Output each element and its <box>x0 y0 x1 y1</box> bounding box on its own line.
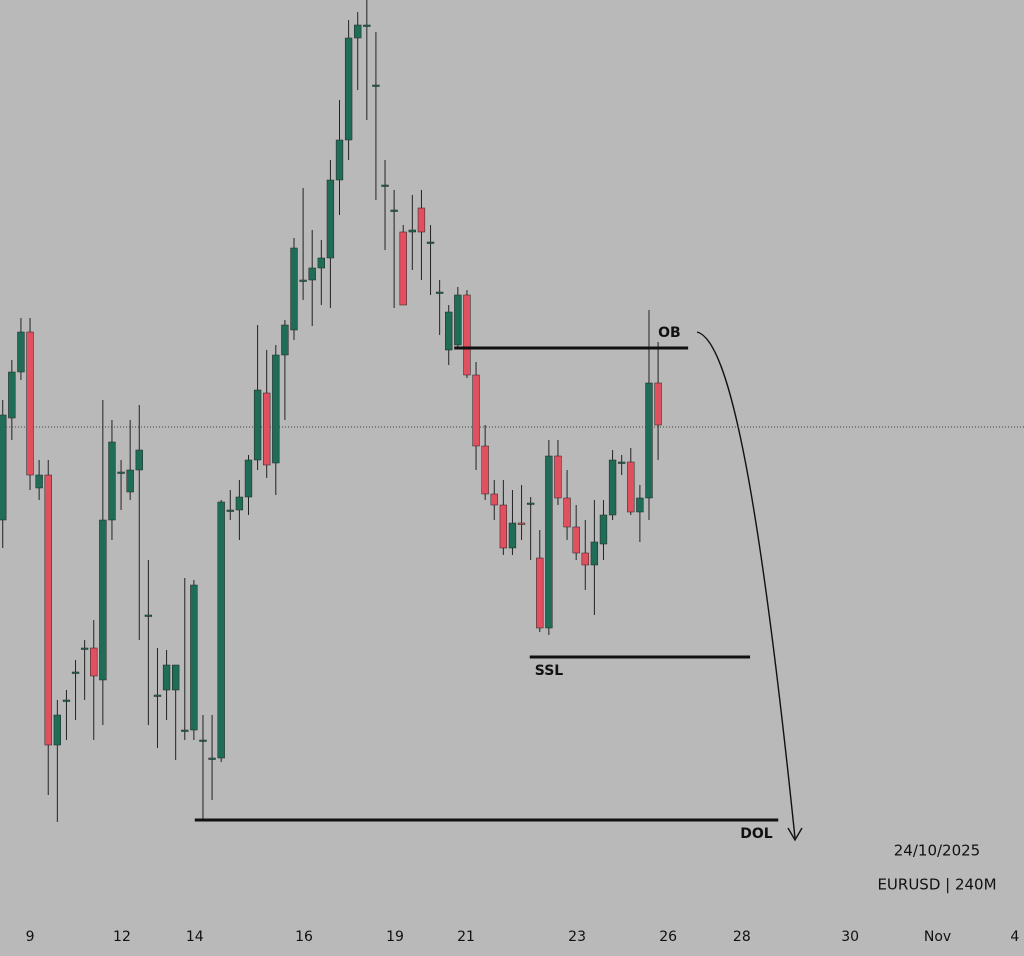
level-label: OB <box>658 325 681 341</box>
candle-body <box>426 241 435 244</box>
candle-body <box>80 647 89 650</box>
candle-body <box>17 331 25 373</box>
candle-body <box>599 514 608 545</box>
x-tick-label: 30 <box>841 929 859 945</box>
candle-body <box>344 37 353 141</box>
x-tick-label: Nov <box>924 929 951 945</box>
candle-body <box>208 757 216 760</box>
candle-body <box>172 664 180 691</box>
candle-body <box>62 699 71 702</box>
candle-body <box>508 522 517 549</box>
candle-body <box>263 392 271 466</box>
candle-body <box>272 354 280 464</box>
level-label: SSL <box>535 663 564 679</box>
candle-body <box>627 461 635 513</box>
level-label: DOL <box>740 826 773 842</box>
candle-body <box>290 247 298 331</box>
candle-body <box>435 291 444 294</box>
candle-body <box>53 714 62 746</box>
candle-body <box>354 24 362 39</box>
candle-body <box>445 311 453 351</box>
x-tick-label: 21 <box>457 929 475 945</box>
candle-body <box>481 445 489 495</box>
candle-body <box>526 502 535 505</box>
candle-body <box>253 389 262 461</box>
candle-body <box>645 382 653 499</box>
x-tick-label: 19 <box>386 929 404 945</box>
candle-body <box>563 497 571 528</box>
candle-body <box>608 459 617 516</box>
candle-body <box>326 179 335 259</box>
candle-body <box>517 522 526 525</box>
candle-body <box>99 519 107 681</box>
candle-body <box>244 459 253 498</box>
candle-body <box>153 694 162 697</box>
candle-body <box>472 374 480 447</box>
candle-body <box>581 552 589 566</box>
x-tick-label: 28 <box>733 929 751 945</box>
candle-body <box>44 474 52 746</box>
candle-body <box>335 139 344 181</box>
candle-body <box>8 371 16 419</box>
candle-body <box>490 493 498 506</box>
candle-body <box>181 729 189 732</box>
candle-body <box>26 331 34 476</box>
candle-body <box>454 294 462 346</box>
candle-body <box>636 497 644 513</box>
x-tick-label: 16 <box>295 929 313 945</box>
candle-body <box>144 614 153 617</box>
x-tick-label: 9 <box>26 929 35 945</box>
candle-body <box>417 207 426 233</box>
candle-body <box>408 229 416 233</box>
projection-arrow <box>696 331 796 839</box>
candle-body <box>590 541 599 566</box>
candle-body <box>117 471 125 474</box>
candle-body <box>199 739 207 742</box>
x-tick-label: 23 <box>568 929 586 945</box>
candle-body <box>381 184 389 187</box>
candle-body <box>536 557 544 629</box>
candle-body <box>308 267 316 281</box>
candle-body <box>281 324 289 356</box>
candle-body <box>372 84 380 87</box>
x-tick-label: 26 <box>659 929 677 945</box>
candle-body <box>90 647 98 677</box>
candle-body <box>299 279 307 282</box>
arrow-head <box>787 827 803 842</box>
candle-body <box>654 382 662 426</box>
candle-body <box>390 209 398 212</box>
candle-body <box>499 504 508 549</box>
candle-body <box>71 671 80 674</box>
x-tick-label: 14 <box>186 929 204 945</box>
candle-body <box>235 496 244 511</box>
symbol-label: EURUSD | 240M <box>877 876 996 894</box>
date-label: 24/10/2025 <box>894 842 980 860</box>
candle-body <box>35 474 43 489</box>
candle-body <box>463 294 471 376</box>
candle-body <box>217 501 225 759</box>
candle-body <box>190 584 198 731</box>
candle-body <box>126 469 134 493</box>
candle-body <box>399 231 407 306</box>
candle-body <box>554 455 562 499</box>
candle-body <box>363 24 371 27</box>
candle-body <box>572 526 580 554</box>
x-tick-label: 12 <box>113 929 131 945</box>
candle-body <box>0 414 7 521</box>
candle-body <box>618 461 626 464</box>
candle-body <box>226 509 234 512</box>
x-tick-label: 4 <box>1010 929 1019 945</box>
candle-body <box>162 664 171 691</box>
candle-body <box>108 441 116 521</box>
candle-body <box>317 257 325 269</box>
candle-body <box>135 449 143 471</box>
candle-body <box>545 455 553 629</box>
